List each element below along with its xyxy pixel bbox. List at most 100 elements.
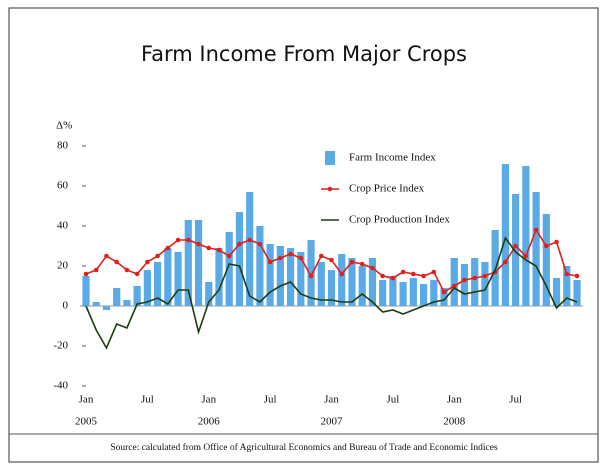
bar xyxy=(215,248,223,306)
line-marker xyxy=(359,261,365,267)
bar xyxy=(113,288,121,306)
line-marker xyxy=(288,251,293,257)
bar xyxy=(225,232,233,306)
line-marker xyxy=(114,259,119,265)
bar xyxy=(512,194,520,306)
x-year-label: 2005 xyxy=(75,416,98,428)
bar xyxy=(471,258,479,306)
line-marker xyxy=(93,267,99,273)
line-marker xyxy=(134,271,140,277)
line-marker xyxy=(83,271,89,277)
bar xyxy=(297,252,305,306)
line-marker xyxy=(247,237,252,243)
bar xyxy=(184,220,192,306)
bar xyxy=(430,280,438,306)
x-tick-label: Jul xyxy=(141,394,154,406)
chart-title: Farm Income From Major Crops xyxy=(141,42,467,66)
bar xyxy=(266,244,274,306)
bar xyxy=(92,302,100,306)
bar xyxy=(481,262,489,306)
bar xyxy=(563,266,571,306)
bar xyxy=(317,262,325,306)
y-tick-label: 60 xyxy=(57,180,69,192)
line xyxy=(85,236,578,350)
line-marker xyxy=(533,227,539,233)
bar xyxy=(358,266,366,306)
frame xyxy=(8,7,599,463)
line-marker xyxy=(278,255,283,261)
line-marker xyxy=(155,253,160,259)
line-marker xyxy=(339,271,345,277)
bar xyxy=(348,258,356,306)
x-year-label: 2007 xyxy=(321,416,344,428)
line-marker xyxy=(441,289,447,295)
bar xyxy=(154,262,162,306)
bar xyxy=(542,214,550,306)
line-marker xyxy=(298,255,304,261)
line-marker xyxy=(165,245,171,251)
bar xyxy=(450,258,458,306)
bar xyxy=(552,278,561,306)
bar xyxy=(82,276,90,306)
bar xyxy=(532,192,540,306)
bar xyxy=(256,226,264,306)
x-tick-label: Jan xyxy=(447,394,462,406)
line-marker xyxy=(503,259,508,265)
bar xyxy=(174,252,182,306)
y-tick-label: -40 xyxy=(53,380,68,392)
bar xyxy=(164,248,172,306)
bar xyxy=(143,270,151,306)
line-marker xyxy=(370,265,375,271)
line-marker xyxy=(431,269,437,275)
bar xyxy=(419,284,428,306)
line-marker xyxy=(329,257,334,263)
line-marker xyxy=(411,271,416,277)
x-tick-label: Jan xyxy=(324,394,339,406)
line-marker xyxy=(523,253,529,259)
line-marker xyxy=(513,243,518,249)
line-marker xyxy=(206,245,212,251)
y-tick-label: 40 xyxy=(57,220,69,232)
legend-swatch xyxy=(325,151,335,165)
line-marker xyxy=(185,237,191,243)
bar xyxy=(338,254,346,306)
line-marker xyxy=(390,275,396,281)
bar xyxy=(368,258,377,306)
line-marker xyxy=(482,273,488,279)
line-marker xyxy=(564,271,570,277)
bar xyxy=(522,166,530,306)
source-note: Source: calculated from Office of Agricu… xyxy=(110,442,498,453)
line-marker xyxy=(318,253,324,259)
bar xyxy=(235,212,244,306)
bar xyxy=(102,306,111,310)
bar xyxy=(194,220,203,306)
legend-label: Farm Income Index xyxy=(349,152,436,164)
x-year-label: 2008 xyxy=(443,416,466,428)
bar xyxy=(573,280,581,306)
line-marker xyxy=(226,253,232,259)
bar xyxy=(327,270,336,306)
bar xyxy=(133,286,141,306)
line-marker xyxy=(380,273,385,279)
y-tick-label: -20 xyxy=(53,340,68,352)
bar xyxy=(307,240,315,306)
x-tick-label: Jul xyxy=(386,394,399,406)
line-marker xyxy=(145,259,150,265)
line-marker xyxy=(421,273,426,279)
line-marker xyxy=(216,247,222,253)
line-marker xyxy=(175,237,181,243)
line-marker xyxy=(451,283,457,289)
bar xyxy=(205,282,213,306)
y-tick-label: 0 xyxy=(63,300,69,312)
bar xyxy=(501,164,509,306)
line-marker xyxy=(544,243,549,249)
line-marker xyxy=(104,253,109,259)
y-tick-label: 20 xyxy=(57,260,69,272)
legend-marker xyxy=(327,186,333,192)
line-marker xyxy=(574,273,580,279)
y-axis-label: Δ% xyxy=(56,120,72,132)
x-tick-label: Jul xyxy=(509,394,522,406)
line-marker xyxy=(472,275,478,281)
x-tick-label: Jan xyxy=(79,394,94,406)
